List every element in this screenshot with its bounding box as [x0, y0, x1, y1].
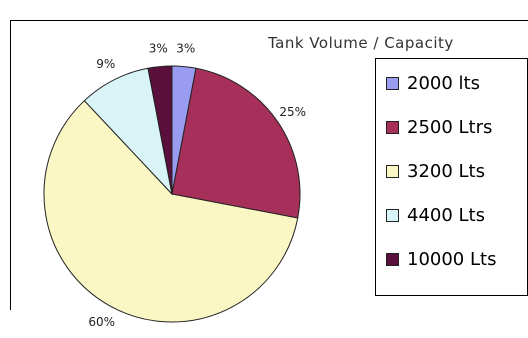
frame-border-left: [10, 20, 11, 310]
legend-swatch: [386, 120, 399, 134]
legend-label: 3200 Lts: [407, 160, 485, 182]
legend-swatch: [386, 76, 399, 90]
legend-item: 2000 lts: [386, 71, 480, 95]
pie-slice-10000-lts: [147, 65, 173, 195]
legend-label: 4400 Lts: [407, 204, 485, 226]
pie-slice-3200-lts: [43, 99, 299, 323]
chart-title: Tank Volume / Capacity: [268, 34, 454, 52]
frame-border-top: [10, 20, 528, 21]
legend-item: 4400 Lts: [386, 203, 485, 227]
legend: 2000 lts 2500 Ltrs 3200 Lts 4400 Lts 10000 L…: [375, 58, 528, 296]
pct-label-2000-lts: 3%: [176, 42, 195, 56]
legend-swatch: [386, 208, 399, 222]
legend-label: 2500 Ltrs: [407, 116, 493, 138]
legend-label: 2000 lts: [407, 72, 480, 94]
pie-slice-2500-ltrs: [171, 67, 301, 219]
legend-item: 10000 Lts: [386, 247, 496, 271]
legend-label: 10000 Lts: [407, 248, 497, 270]
pct-label-2500-ltrs: 25%: [279, 105, 306, 119]
legend-item: 3200 Lts: [386, 159, 485, 183]
pct-label-3200-lts: 60%: [88, 315, 115, 329]
pct-label-10000-lts: 3%: [149, 42, 168, 56]
legend-swatch: [386, 252, 399, 266]
pct-label-4400-lts: 9%: [96, 57, 115, 71]
legend-item: 2500 Ltrs: [386, 115, 492, 139]
legend-swatch: [386, 164, 399, 178]
